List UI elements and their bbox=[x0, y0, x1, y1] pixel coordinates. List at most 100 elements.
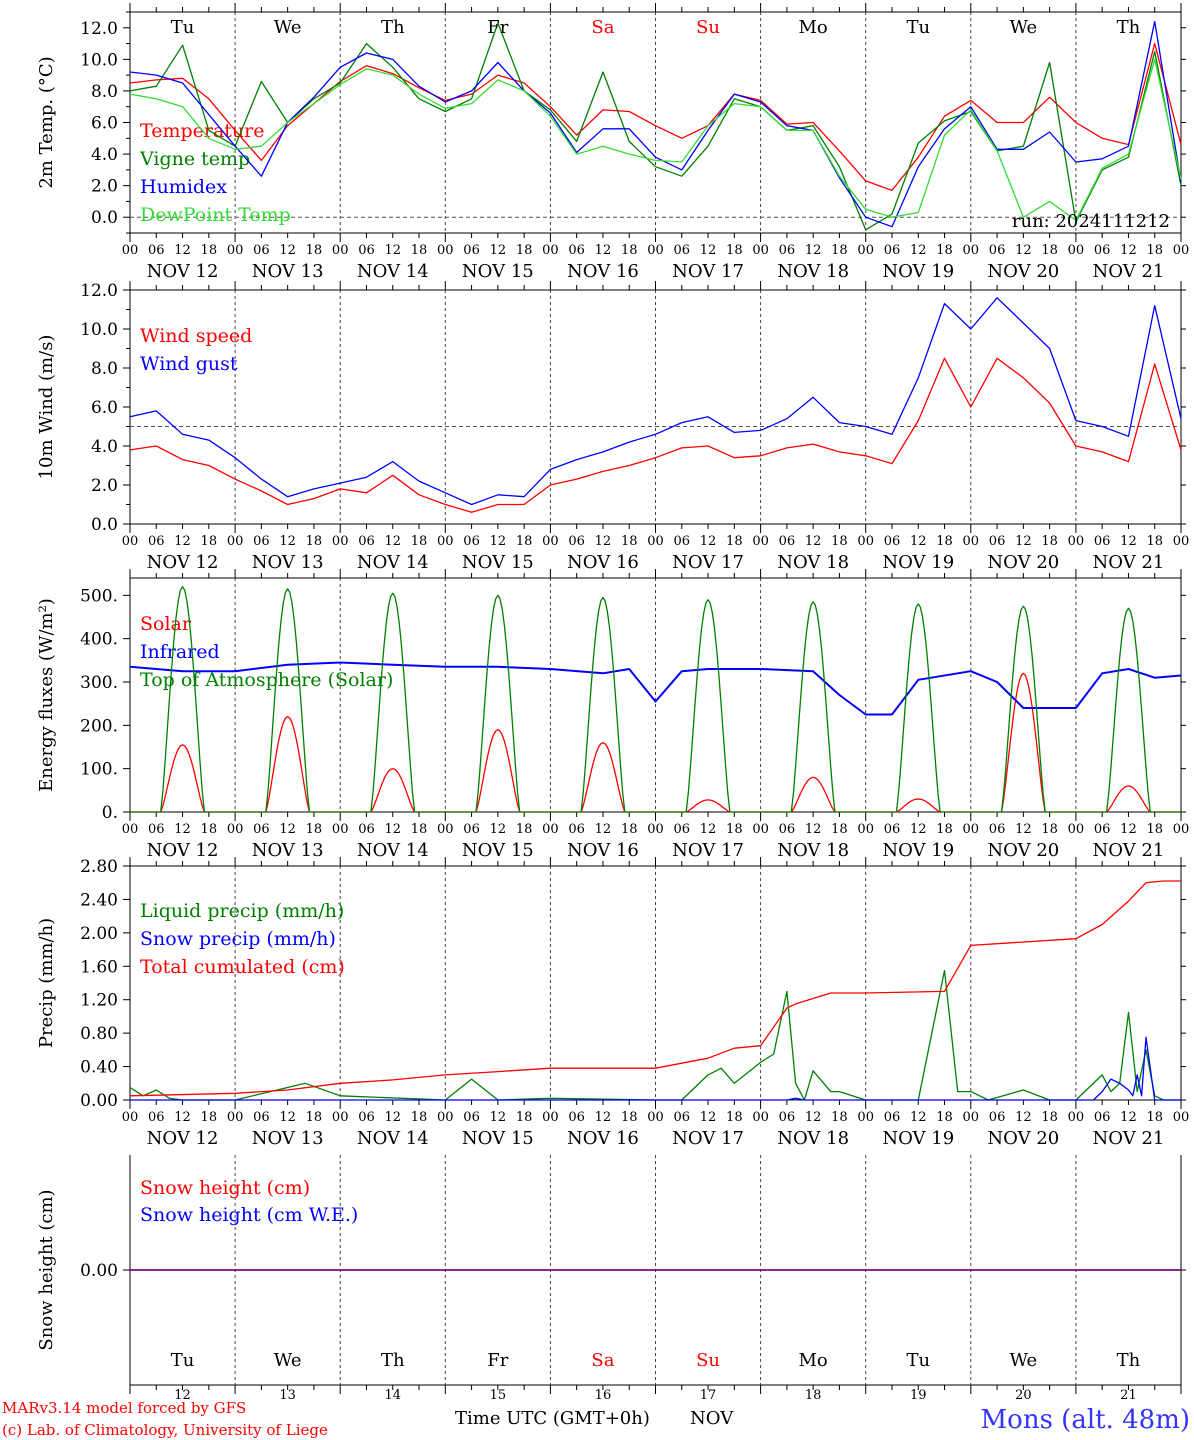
y-tick-label: 10.0 bbox=[80, 50, 118, 70]
date-label: NOV 17 bbox=[672, 840, 744, 861]
hour-tick-label: 12 bbox=[910, 534, 927, 549]
hour-tick-label: 12 bbox=[700, 243, 717, 258]
date-label: NOV 18 bbox=[777, 552, 849, 573]
date-label: NOV 14 bbox=[357, 552, 429, 573]
hour-tick-label: 00 bbox=[122, 822, 139, 837]
hour-tick-label: 18 bbox=[621, 243, 638, 258]
legend-label-4: DewPoint Temp bbox=[140, 204, 291, 226]
date-label: NOV 19 bbox=[882, 840, 954, 861]
hour-tick-label: 00 bbox=[122, 534, 139, 549]
hour-tick-label: 00 bbox=[963, 1110, 980, 1125]
hour-tick-label: 12 bbox=[490, 534, 507, 549]
hour-tick-label: 06 bbox=[148, 1110, 165, 1125]
hour-tick-label: 18 bbox=[516, 1110, 533, 1125]
hour-tick-label: 12 bbox=[595, 1110, 612, 1125]
date-label: NOV 16 bbox=[567, 552, 639, 573]
hour-tick-label: 18 bbox=[726, 534, 743, 549]
weekday-label-top: Tu bbox=[906, 17, 930, 38]
date-label: NOV 13 bbox=[252, 840, 324, 861]
hour-tick-label: 12 bbox=[1120, 1110, 1137, 1125]
y-tick-label: 0. bbox=[102, 803, 118, 823]
hour-tick-label: 18 bbox=[306, 1110, 323, 1125]
hour-tick-label: 00 bbox=[857, 243, 874, 258]
credit-line-2: (c) Lab. of Climatology, University of L… bbox=[2, 1421, 328, 1439]
hour-tick-label: 06 bbox=[568, 1110, 585, 1125]
hour-tick-label: 06 bbox=[884, 243, 901, 258]
hour-tick-label: 06 bbox=[989, 1110, 1006, 1125]
hour-tick-label: 00 bbox=[647, 534, 664, 549]
day-number-label: 17 bbox=[700, 1388, 717, 1403]
y-tick-label: 200. bbox=[80, 716, 118, 736]
y-tick-label: 8.0 bbox=[91, 82, 118, 102]
y-tick-label: 2.00 bbox=[80, 924, 118, 944]
y-axis-label: 10m Wind (m/s) bbox=[36, 335, 57, 480]
y-tick-label: 10.0 bbox=[80, 320, 118, 340]
hour-tick-label: 06 bbox=[568, 822, 585, 837]
date-label: NOV 15 bbox=[462, 552, 534, 573]
hour-tick-label: 00 bbox=[1068, 1110, 1085, 1125]
y-tick-label: 6.0 bbox=[91, 114, 118, 134]
hour-tick-label: 12 bbox=[174, 534, 191, 549]
hour-tick-label: 12 bbox=[1015, 822, 1032, 837]
weekday-label-top: Su bbox=[696, 17, 720, 38]
hour-tick-label: 18 bbox=[201, 534, 218, 549]
hour-tick-label: 06 bbox=[358, 534, 375, 549]
hour-tick-label: 00 bbox=[647, 822, 664, 837]
hour-tick-label: 12 bbox=[805, 534, 822, 549]
hour-tick-label: 06 bbox=[674, 1110, 691, 1125]
date-label: NOV 15 bbox=[462, 840, 534, 861]
hour-tick-label: 06 bbox=[358, 1110, 375, 1125]
y-tick-label: 0.40 bbox=[80, 1058, 118, 1078]
y-tick-label: 1.20 bbox=[80, 991, 118, 1011]
weekday-label-bottom: We bbox=[274, 1350, 302, 1371]
date-label: NOV 17 bbox=[672, 1128, 744, 1149]
hour-tick-label: 12 bbox=[174, 1110, 191, 1125]
legend-label-1: Wind speed bbox=[140, 325, 252, 347]
date-label: NOV 20 bbox=[987, 552, 1059, 573]
hour-tick-label: 00 bbox=[647, 243, 664, 258]
hour-tick-label: 12 bbox=[910, 1110, 927, 1125]
hour-tick-label: 06 bbox=[463, 534, 480, 549]
date-label: NOV 12 bbox=[147, 261, 219, 282]
hour-tick-label: 12 bbox=[174, 822, 191, 837]
hour-tick-label: 18 bbox=[516, 534, 533, 549]
y-tick-label: 500. bbox=[80, 586, 118, 606]
hour-tick-label: 18 bbox=[411, 822, 428, 837]
hour-tick-label: 00 bbox=[1173, 822, 1190, 837]
series-line-1 bbox=[129, 42, 1182, 192]
hour-tick-label: 00 bbox=[542, 822, 559, 837]
hour-tick-label: 12 bbox=[279, 243, 296, 258]
hour-tick-label: 18 bbox=[411, 534, 428, 549]
series-line-2 bbox=[129, 297, 1182, 506]
date-label: NOV 19 bbox=[882, 552, 954, 573]
day-number-label: 13 bbox=[279, 1388, 296, 1403]
legend-label-1: Snow height (cm) bbox=[140, 1177, 310, 1199]
hour-tick-label: 12 bbox=[384, 822, 401, 837]
hour-tick-label: 12 bbox=[1015, 243, 1032, 258]
panel-3: 00 06 12 18 00 06 12 18 00 06 12 18 00 06 12 18 00 06 12 18… bbox=[36, 569, 1189, 861]
hour-tick-label: 12 bbox=[910, 243, 927, 258]
hour-tick-label: 18 bbox=[621, 822, 638, 837]
y-tick-label: 2.0 bbox=[91, 177, 118, 197]
hour-tick-label: 06 bbox=[779, 534, 796, 549]
weekday-label-top: Tu bbox=[171, 17, 195, 38]
date-label: NOV 18 bbox=[777, 840, 849, 861]
y-tick-label: 1.60 bbox=[80, 957, 118, 977]
day-number-label: 12 bbox=[174, 1388, 191, 1403]
hour-tick-label: 06 bbox=[674, 534, 691, 549]
weekday-label-top: Th bbox=[381, 17, 405, 38]
hour-tick-label: 00 bbox=[227, 1110, 244, 1125]
series-line-3 bbox=[130, 586, 1181, 813]
hour-tick-label: 18 bbox=[306, 822, 323, 837]
hour-tick-label: 12 bbox=[490, 1110, 507, 1125]
y-tick-label: 4.0 bbox=[91, 145, 118, 165]
series-line-4 bbox=[129, 58, 1182, 222]
hour-tick-label: 00 bbox=[227, 243, 244, 258]
hour-tick-label: 12 bbox=[174, 243, 191, 258]
y-tick-label: 8.0 bbox=[91, 359, 118, 379]
hour-tick-label: 00 bbox=[1068, 822, 1085, 837]
hour-tick-label: 00 bbox=[227, 534, 244, 549]
run-label: run: 2024111212 bbox=[1012, 211, 1170, 232]
weekday-label-top: Th bbox=[1117, 17, 1141, 38]
hour-tick-label: 00 bbox=[752, 243, 769, 258]
